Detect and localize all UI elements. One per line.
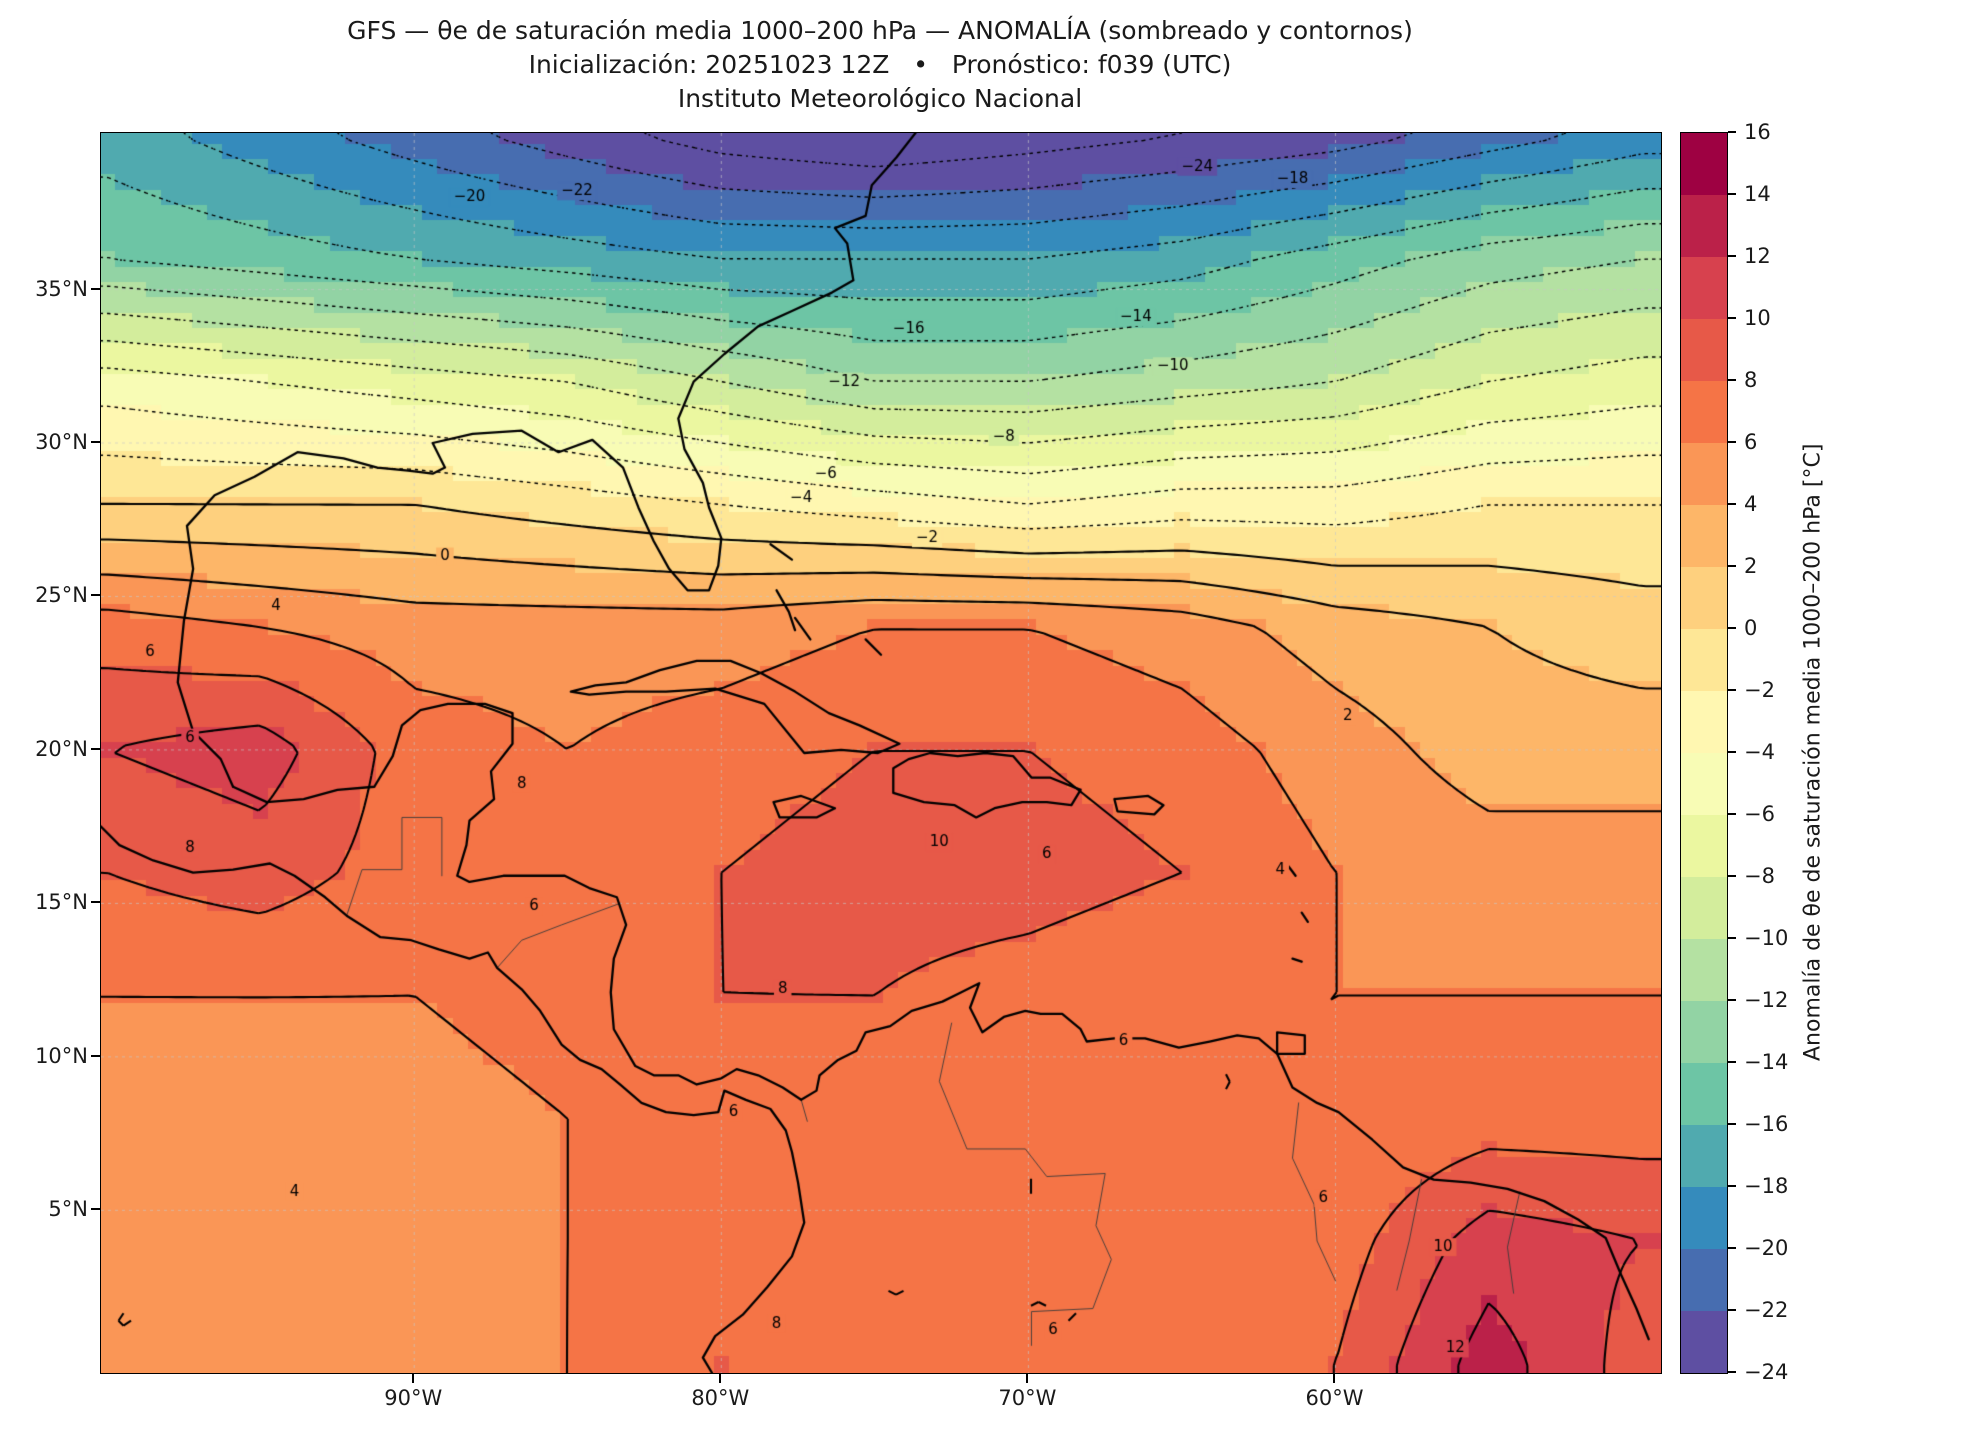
map-axes — [100, 132, 1662, 1374]
colorbar-cell — [1681, 1125, 1727, 1187]
colorbar-tick-label: 14 — [1744, 182, 1771, 206]
lat-tick-label: 35°N — [35, 276, 88, 301]
colorbar-cell — [1681, 939, 1727, 1001]
lon-tick-label: 80°W — [691, 1386, 750, 1410]
colorbar-cell — [1681, 567, 1727, 629]
lat-tick-mark — [91, 441, 100, 443]
colorbar-tick-label: −16 — [1744, 1112, 1789, 1136]
colorbar-tick-label: −4 — [1744, 740, 1775, 764]
lon-tick-mark — [412, 1374, 415, 1383]
colorbar-tick-mark — [1728, 1247, 1736, 1249]
colorbar-tick-label: 16 — [1744, 120, 1771, 144]
colorbar-tick-mark — [1728, 813, 1736, 815]
colorbar-tick-label: −10 — [1744, 926, 1789, 950]
lat-tick-mark — [91, 594, 100, 597]
colorbar-tick-mark — [1728, 131, 1736, 133]
colorbar-cell — [1681, 1063, 1727, 1125]
colorbar-tick-mark — [1728, 689, 1736, 691]
colorbar-cell — [1681, 505, 1727, 567]
colorbar-title: Anomalía de θe de saturación media 1000–… — [1800, 443, 1826, 1061]
colorbar-tick-mark — [1728, 1309, 1736, 1311]
lon-tick-mark — [719, 1374, 722, 1383]
colorbar-cell — [1681, 1249, 1727, 1311]
colorbar-tick-label: −22 — [1744, 1298, 1789, 1322]
colorbar-cell — [1681, 753, 1727, 815]
title-line-2: Inicialización: 20251023 12Z • Pronóstic… — [528, 50, 1232, 79]
colorbar-cell — [1681, 691, 1727, 753]
colorbar-tick-mark — [1728, 193, 1736, 195]
colorbar-tick-mark — [1728, 875, 1736, 877]
colorbar-cell — [1681, 877, 1727, 939]
lon-tick-label: 90°W — [384, 1386, 443, 1410]
colorbar-tick-label: −12 — [1744, 988, 1789, 1012]
colorbar-tick-label: −24 — [1744, 1360, 1789, 1384]
colorbar-cell — [1681, 319, 1727, 381]
colorbar-tick-label: 0 — [1744, 616, 1758, 640]
colorbar-tick-label: −8 — [1744, 864, 1775, 888]
lat-tick-mark — [91, 1054, 100, 1057]
lat-tick-mark — [91, 287, 100, 290]
lat-tick-label: 20°N — [35, 736, 88, 761]
colorbar-tick-label: −14 — [1744, 1050, 1789, 1074]
colorbar-cell — [1681, 1187, 1727, 1249]
colorbar-tick-mark — [1728, 317, 1736, 319]
colorbar-tick-label: 2 — [1744, 554, 1758, 578]
colorbar-tick-label: 6 — [1744, 430, 1758, 454]
colorbar-tick-mark — [1728, 1123, 1736, 1125]
colorbar-tick-mark — [1728, 1061, 1736, 1063]
colorbar-cell — [1681, 381, 1727, 443]
colorbar-tick-mark — [1728, 627, 1736, 629]
colorbar-tick-mark — [1728, 255, 1736, 257]
colorbar-tick-mark — [1728, 441, 1736, 443]
colorbar-cell — [1681, 195, 1727, 257]
colorbar-cell — [1681, 443, 1727, 505]
colorbar-tick-mark — [1728, 751, 1736, 753]
title-line-3: Instituto Meteorológico Nacional — [677, 84, 1083, 113]
title-line-1: GFS — θe de saturación media 1000–200 hP… — [347, 16, 1413, 45]
lat-tick-label: 10°N — [35, 1043, 88, 1068]
colorbar-tick-label: 8 — [1744, 368, 1758, 392]
colorbar-tick-label: 10 — [1744, 306, 1771, 330]
colorbar-tick-label: −6 — [1744, 802, 1775, 826]
colorbar-tick-mark — [1728, 1185, 1736, 1187]
colorbar-tick-label: −18 — [1744, 1174, 1789, 1198]
lat-tick-label: 15°N — [35, 890, 88, 915]
lat-tick-label: 30°N — [35, 430, 88, 454]
lat-tick-mark — [91, 747, 100, 750]
colorbar-tick-mark — [1728, 999, 1736, 1001]
colorbar-tick-label: 4 — [1744, 492, 1758, 516]
colorbar-tick-label: 12 — [1744, 244, 1771, 268]
lat-tick-mark — [91, 1208, 100, 1211]
lon-tick-label: 60°W — [1305, 1386, 1364, 1410]
colorbar-cell — [1681, 1001, 1727, 1063]
colorbar-cell — [1681, 629, 1727, 691]
colorbar-cell — [1681, 815, 1727, 877]
colorbar-cell — [1681, 257, 1727, 319]
lon-tick-mark — [1333, 1374, 1336, 1383]
colorbar-tick-mark — [1728, 565, 1736, 567]
colorbar — [1680, 132, 1728, 1374]
lon-tick-mark — [1026, 1374, 1029, 1383]
colorbar-tick-mark — [1728, 937, 1736, 939]
lat-tick-mark — [91, 901, 100, 904]
colorbar-tick-mark — [1728, 503, 1736, 505]
colorbar-tick-mark — [1728, 379, 1736, 381]
lon-tick-label: 70°W — [998, 1386, 1057, 1410]
lat-tick-label: 5°N — [48, 1197, 88, 1222]
colorbar-cell — [1681, 133, 1727, 195]
colorbar-tick-label: −20 — [1744, 1236, 1789, 1260]
chart-titles: GFS — θe de saturación media 1000–200 hP… — [100, 14, 1660, 116]
anomaly-map-canvas — [101, 133, 1661, 1373]
colorbar-tick-label: −2 — [1744, 678, 1775, 702]
lat-tick-label: 25°N — [35, 583, 88, 608]
colorbar-tick-mark — [1728, 1371, 1736, 1373]
colorbar-cell — [1681, 1311, 1727, 1373]
